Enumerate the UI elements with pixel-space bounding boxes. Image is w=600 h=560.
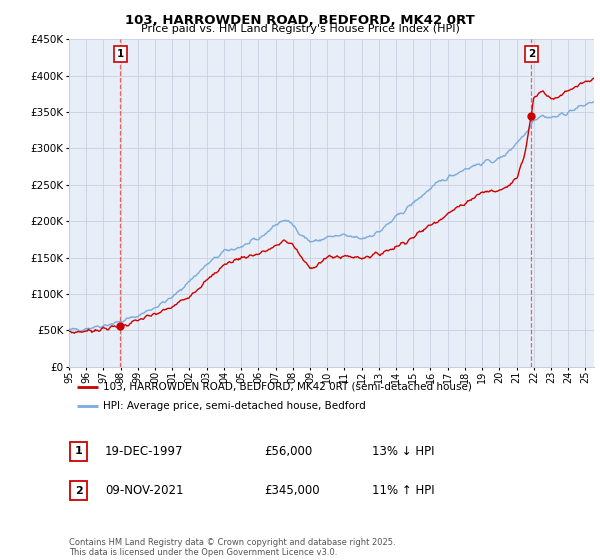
- Text: 19-DEC-1997: 19-DEC-1997: [105, 445, 184, 458]
- Text: Contains HM Land Registry data © Crown copyright and database right 2025.
This d: Contains HM Land Registry data © Crown c…: [69, 538, 395, 557]
- Text: 2: 2: [75, 486, 82, 496]
- Text: 103, HARROWDEN ROAD, BEDFORD, MK42 0RT (semi-detached house): 103, HARROWDEN ROAD, BEDFORD, MK42 0RT (…: [103, 381, 472, 391]
- Text: £345,000: £345,000: [264, 484, 320, 497]
- Text: 11% ↑ HPI: 11% ↑ HPI: [372, 484, 434, 497]
- FancyBboxPatch shape: [70, 481, 87, 500]
- Text: Price paid vs. HM Land Registry's House Price Index (HPI): Price paid vs. HM Land Registry's House …: [140, 24, 460, 34]
- Text: 13% ↓ HPI: 13% ↓ HPI: [372, 445, 434, 458]
- Text: £56,000: £56,000: [264, 445, 312, 458]
- FancyBboxPatch shape: [70, 442, 87, 461]
- Text: 103, HARROWDEN ROAD, BEDFORD, MK42 0RT: 103, HARROWDEN ROAD, BEDFORD, MK42 0RT: [125, 14, 475, 27]
- Text: 1: 1: [75, 446, 82, 456]
- Text: 1: 1: [116, 49, 124, 59]
- Text: HPI: Average price, semi-detached house, Bedford: HPI: Average price, semi-detached house,…: [103, 401, 366, 411]
- Text: 09-NOV-2021: 09-NOV-2021: [105, 484, 184, 497]
- Text: 2: 2: [528, 49, 535, 59]
